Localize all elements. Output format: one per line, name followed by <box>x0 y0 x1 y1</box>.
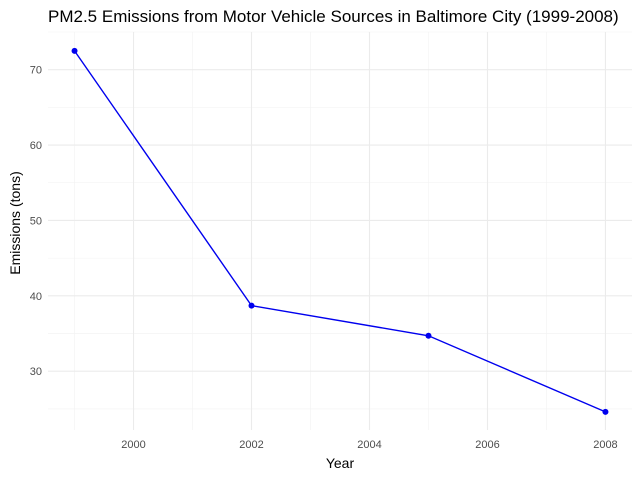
chart-title: PM2.5 Emissions from Motor Vehicle Sourc… <box>48 7 619 26</box>
y-tick-label-4: 70 <box>30 65 42 77</box>
y-axis-title: Emissions (tons) <box>7 171 23 274</box>
x-tick-label-3: 2006 <box>475 439 499 451</box>
major-gridlines <box>48 32 632 430</box>
minor-gridlines <box>48 31 632 430</box>
x-tick-label-1: 2002 <box>239 439 263 451</box>
y-axis-tick-labels: 30 40 50 60 70 <box>30 65 42 379</box>
y-tick-label-1: 40 <box>30 291 42 303</box>
x-axis-tick-labels: 2000 2002 2004 2006 2008 <box>121 439 617 451</box>
x-axis-title: Year <box>326 455 355 471</box>
data-point-2008 <box>602 408 609 415</box>
series-line-0 <box>73 50 606 413</box>
x-tick-label-2: 2004 <box>357 439 381 451</box>
data-point-2005 <box>425 332 432 339</box>
x-tick-label-0: 2000 <box>121 439 145 451</box>
x-tick-label-4: 2008 <box>593 439 617 451</box>
y-tick-label-0: 30 <box>30 366 42 378</box>
data-point-1999 <box>71 47 78 54</box>
series-group <box>71 47 609 415</box>
y-tick-label-3: 60 <box>30 140 42 152</box>
data-point-2002 <box>248 302 255 309</box>
y-tick-label-2: 50 <box>30 215 42 227</box>
